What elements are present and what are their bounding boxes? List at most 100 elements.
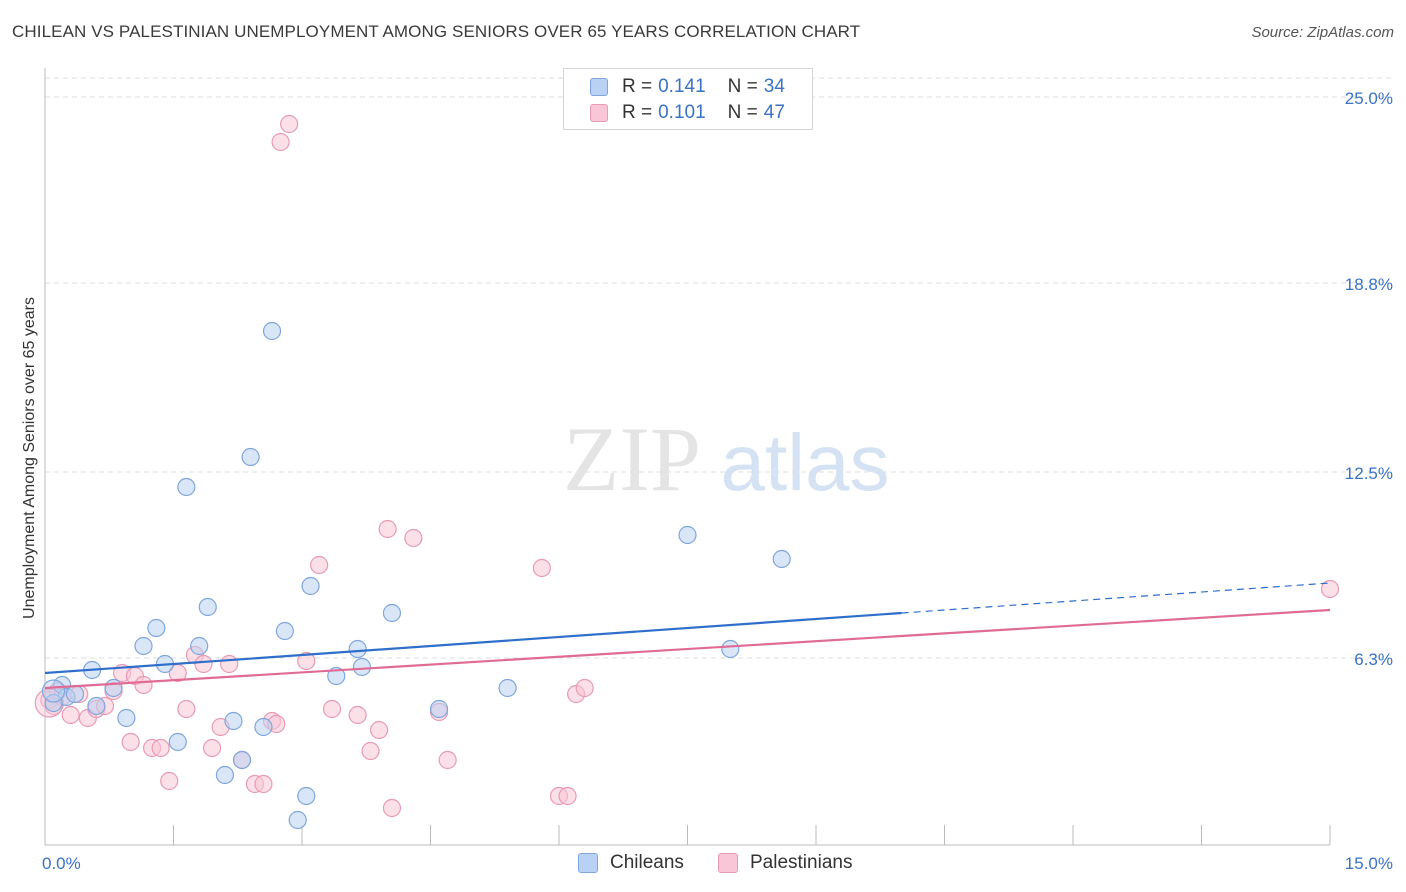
x-tick-label-start: 0.0% xyxy=(42,854,81,873)
chileans-point xyxy=(498,678,517,698)
chileans-trend-line xyxy=(44,611,902,675)
palestinians-point xyxy=(361,741,380,761)
chileans-point xyxy=(297,786,316,806)
palestinians-point xyxy=(280,114,299,134)
legend-swatch-blue xyxy=(590,78,608,96)
legend-r-label: R = xyxy=(622,76,653,97)
y-tick-label: 12.5% xyxy=(1345,464,1393,483)
chileans-point xyxy=(254,717,273,737)
palestinians-point xyxy=(558,786,577,806)
chileans-point xyxy=(44,693,63,713)
chileans-point xyxy=(352,657,372,677)
bottom-legend-chileans-label: Chileans xyxy=(610,852,684,873)
palestinians-point xyxy=(370,720,389,740)
legend-r-label: R = xyxy=(622,102,653,123)
tick-labels: 6.3% 12.5% 18.8% 25.0% 0.0% 15.0% xyxy=(42,89,1393,873)
chileans-point xyxy=(198,597,217,617)
chileans-cluster-point xyxy=(41,679,66,703)
bottom-legend-palestinians-label: Palestinians xyxy=(750,852,853,873)
chileans-point xyxy=(348,639,367,659)
chileans-point xyxy=(168,732,187,752)
chileans-point xyxy=(104,678,123,698)
bottom-legend: Chileans Palestinians xyxy=(0,852,1406,876)
y-tick-label: 18.8% xyxy=(1345,275,1393,294)
chileans-trend-extension xyxy=(901,582,1331,614)
y-axis-label: Unemployment Among Seniors over 65 years xyxy=(21,297,38,619)
palestinians-point xyxy=(532,558,551,578)
palestinians-points xyxy=(34,114,1340,818)
palestinians-point xyxy=(194,654,213,674)
palestinians-point xyxy=(220,654,239,674)
chart-title: CHILEAN VS PALESTINIAN UNEMPLOYMENT AMON… xyxy=(12,22,861,41)
axes xyxy=(44,68,1331,846)
chileans-point xyxy=(117,708,136,728)
y-axis-label-wrap: Unemployment Among Seniors over 65 years xyxy=(0,0,60,892)
palestinians-point xyxy=(177,699,196,719)
palestinians-point xyxy=(61,705,80,725)
bottom-swatch-blue xyxy=(578,853,598,873)
palestinians-point xyxy=(202,738,222,758)
palestinians-point xyxy=(382,798,402,818)
palestinians-point xyxy=(297,651,316,671)
source-label: Source: ZipAtlas.com xyxy=(1251,24,1394,41)
palestinians-point xyxy=(121,732,140,752)
chileans-point xyxy=(327,666,346,686)
palestinians-point xyxy=(348,705,367,725)
palestinians-point xyxy=(310,555,329,575)
chileans-point xyxy=(772,549,791,569)
chileans-point xyxy=(232,750,252,770)
palestinians-point xyxy=(151,738,170,758)
palestinians-point xyxy=(378,519,397,539)
bottom-legend-chileans: Chileans xyxy=(578,852,684,874)
watermark-zip: ZIP xyxy=(563,408,701,510)
y-tick-label: 25.0% xyxy=(1345,89,1393,108)
bottom-legend-palestinians: Palestinians xyxy=(718,852,852,874)
legend-box: R = 0.141 N = 34 R = 0.101 N = 47 xyxy=(563,68,813,130)
chileans-point xyxy=(382,603,402,623)
legend-n-value: 34 xyxy=(763,76,785,97)
legend-r-value: 0.141 xyxy=(658,76,706,97)
legend-swatch-pink xyxy=(590,104,608,122)
watermark: ZIP atlas xyxy=(563,408,889,510)
palestinians-point xyxy=(160,771,179,791)
chileans-point xyxy=(87,696,106,716)
chileans-point xyxy=(134,636,153,656)
chileans-point xyxy=(429,699,449,719)
chileans-point xyxy=(288,810,307,830)
palestinians-point xyxy=(271,132,290,152)
legend-n-value: 47 xyxy=(763,102,785,123)
palestinians-point xyxy=(254,774,273,794)
chileans-point xyxy=(301,576,320,596)
legend-n-label: N = xyxy=(727,76,758,97)
x-tick-label-end: 15.0% xyxy=(1345,854,1393,873)
chileans-points xyxy=(41,321,791,830)
watermark-atlas: atlas xyxy=(721,418,890,507)
chileans-point xyxy=(262,321,282,341)
palestinians-point xyxy=(134,675,153,695)
chileans-point xyxy=(215,765,234,785)
chileans-point xyxy=(678,525,697,545)
chileans-point xyxy=(721,639,740,659)
palestinians-point xyxy=(575,678,594,698)
palestinians-point xyxy=(438,750,457,770)
palestinians-trend-line xyxy=(44,608,1331,690)
chileans-point xyxy=(241,447,260,467)
chileans-point xyxy=(147,618,166,638)
palestinians-point xyxy=(404,528,423,548)
chileans-point xyxy=(275,621,294,641)
legend-row-palestinians: R = 0.101 N = 47 xyxy=(590,100,785,126)
y-tick-label: 6.3% xyxy=(1354,650,1393,669)
legend-r-value: 0.101 xyxy=(658,102,706,123)
grid-lines xyxy=(45,77,1392,659)
chileans-point xyxy=(177,477,196,497)
chileans-point xyxy=(224,711,243,731)
bottom-swatch-pink xyxy=(718,853,738,873)
palestinians-point xyxy=(1320,579,1340,599)
palestinians-point xyxy=(322,699,342,719)
chileans-point xyxy=(190,636,209,656)
chileans-point xyxy=(65,684,85,704)
legend-row-chileans: R = 0.141 N = 34 xyxy=(590,74,785,100)
trend-lines xyxy=(44,582,1331,690)
legend-n-label: N = xyxy=(727,102,758,123)
